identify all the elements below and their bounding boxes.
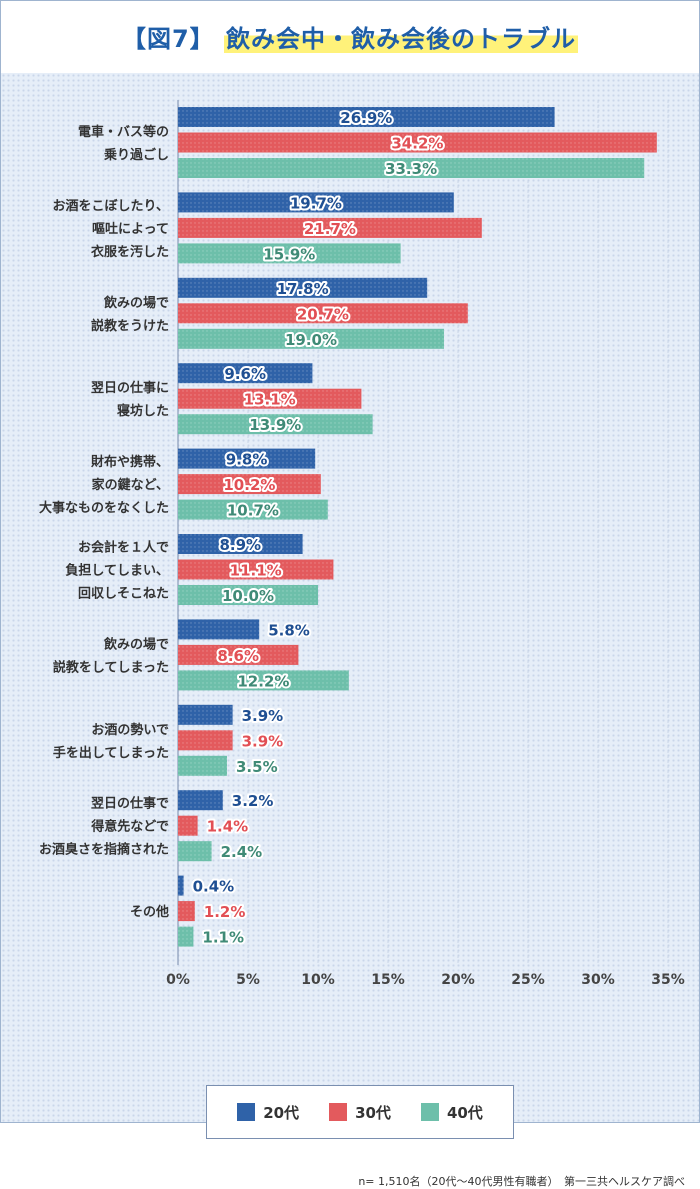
category-label: お酒の勢いで手を出してしまった xyxy=(53,722,169,761)
data-label-30s: 34.2% xyxy=(391,135,443,153)
data-label-40s: 2.4% xyxy=(221,843,263,861)
figure-number: 【図7】 xyxy=(121,25,215,53)
data-label-40s: 10.0% xyxy=(222,587,274,605)
bar-30s xyxy=(178,474,321,495)
category-label: 財布や携帯、家の鍵など、大事なものをなくした xyxy=(39,454,169,516)
x-tick-label: 5% xyxy=(236,972,260,988)
category-label: 飲みの場で説教をしてしまった xyxy=(53,636,169,675)
legend-item-20s: 20代 xyxy=(237,1102,299,1123)
data-label-20s: 8.9% xyxy=(219,536,261,554)
bar-20s xyxy=(178,704,233,725)
bar-40s xyxy=(178,585,318,605)
bar-40s xyxy=(178,243,401,264)
data-label-40s: 33.3% xyxy=(385,160,437,178)
x-tick-label: 15% xyxy=(371,972,405,988)
data-label-40s: 12.2% xyxy=(237,672,289,690)
bar-20s xyxy=(178,790,223,811)
category-label: お酒をこぼしたり、嘔吐によって衣服を汚した xyxy=(53,199,169,260)
data-label-30s: 3.9% xyxy=(242,732,284,750)
x-tick-label: 25% xyxy=(511,972,545,988)
header: 【図7】 飲み会中・飲み会後のトラブル xyxy=(1,1,699,73)
x-tick-label: 0% xyxy=(166,972,190,988)
category-label: お会計を１人で負担してしまい、回収しそこねた xyxy=(65,540,169,602)
bar-30s xyxy=(178,644,299,665)
plot-area: 0% 5% 10% 15% 20% 25% 30% 35% 電車・バス等の乗り過ごし 26.9% 3… xyxy=(1,73,699,1188)
legend-swatch-20s xyxy=(237,1103,256,1121)
bar-30s xyxy=(178,388,362,409)
category-label: その他 xyxy=(130,904,169,920)
data-label-40s: 3.5% xyxy=(236,758,278,776)
bar-20s xyxy=(178,277,428,298)
legend-swatch-40s xyxy=(420,1103,439,1121)
category-label: 電車・バス等の乗り過ごし xyxy=(78,124,169,163)
data-label-20s: 19.7% xyxy=(290,194,342,212)
bar-30s xyxy=(178,217,482,238)
bar-20s xyxy=(178,619,260,640)
category-label: 翌日の仕事で得意先などでお酒臭さを指摘された xyxy=(39,796,169,858)
legend-item-30s: 30代 xyxy=(329,1102,391,1123)
data-label-30s: 11.1% xyxy=(230,562,282,580)
bar-40s xyxy=(178,414,373,435)
x-tick-label: 30% xyxy=(581,972,615,988)
bar-20s xyxy=(178,534,303,554)
data-label-20s: 26.9% xyxy=(340,109,392,127)
data-label-20s: 0.4% xyxy=(193,878,235,896)
bar-20s xyxy=(178,448,316,469)
bar-20s xyxy=(178,875,184,896)
legend-label-20s: 20代 xyxy=(263,1103,300,1122)
bar-40s xyxy=(178,158,645,178)
bar-chart: 0% 5% 10% 15% 20% 25% 30% 35% 電車・バス等の乗り過ごし 26.9% 3… xyxy=(39,100,685,988)
bar-30s xyxy=(178,901,195,922)
data-label-20s: 9.8% xyxy=(226,451,268,469)
bar-30s xyxy=(178,559,334,580)
data-label-30s: 1.2% xyxy=(204,903,246,921)
bar-30s xyxy=(178,730,233,751)
data-label-40s: 10.7% xyxy=(227,502,279,520)
bar-40s xyxy=(178,841,212,862)
data-label-40s: 1.1% xyxy=(202,929,244,947)
data-label-40s: 15.9% xyxy=(263,245,315,263)
data-label-30s: 20.7% xyxy=(297,305,349,323)
footnote: n= 1,510名（20代〜40代男性有職者） 第一三共ヘルスケア調べ xyxy=(358,1175,685,1188)
data-label-30s: 13.1% xyxy=(244,391,296,409)
bar-40s xyxy=(178,328,444,349)
bar-20s xyxy=(178,363,313,384)
bar-40s xyxy=(178,926,194,947)
x-tick-label: 20% xyxy=(441,972,475,988)
legend-item-40s: 40代 xyxy=(420,1102,483,1123)
chart-title: 【図7】 飲み会中・飲み会後のトラブル xyxy=(1,19,699,54)
bar-20s xyxy=(178,107,555,127)
legend-label-40s: 40代 xyxy=(446,1103,483,1122)
x-tick-label: 10% xyxy=(301,972,335,988)
data-label-20s: 5.8% xyxy=(268,621,310,639)
data-label-20s: 17.8% xyxy=(277,280,329,298)
bar-20s xyxy=(178,192,454,213)
data-label-40s: 13.9% xyxy=(249,416,301,434)
title-text: 飲み会中・飲み会後のトラブル xyxy=(224,25,579,53)
bar-30s xyxy=(178,303,468,324)
data-label-30s: 10.2% xyxy=(223,476,275,494)
bar-40s xyxy=(178,499,328,520)
data-label-20s: 3.9% xyxy=(242,707,284,725)
data-label-20s: 9.6% xyxy=(224,365,266,383)
data-label-30s: 1.4% xyxy=(207,818,249,836)
bar-30s xyxy=(178,132,657,153)
category-label: 翌日の仕事に寝坊した xyxy=(91,380,169,419)
bar-40s xyxy=(178,755,227,776)
data-label-40s: 19.0% xyxy=(285,331,337,349)
legend-swatch-30s xyxy=(329,1103,348,1121)
bar-40s xyxy=(178,670,349,691)
data-label-20s: 3.2% xyxy=(232,792,274,810)
data-label-30s: 21.7% xyxy=(304,220,356,238)
category-label: 飲みの場で説教をうけた xyxy=(91,295,169,334)
x-tick-label: 35% xyxy=(651,972,685,988)
legend-label-30s: 30代 xyxy=(355,1103,391,1122)
legend: 20代 30代 40代 xyxy=(206,1085,514,1139)
bar-30s xyxy=(178,815,198,836)
data-label-30s: 8.6% xyxy=(217,647,259,665)
